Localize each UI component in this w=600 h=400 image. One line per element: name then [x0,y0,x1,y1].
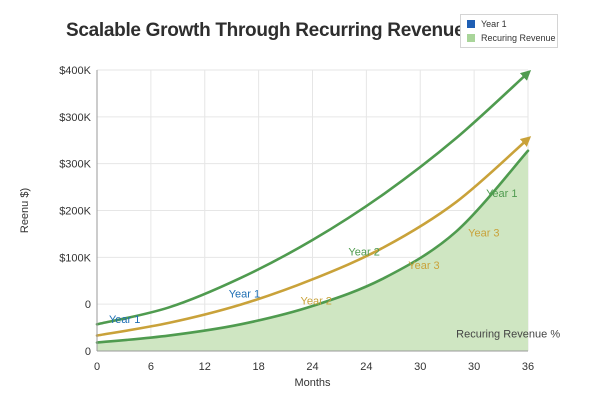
x-axis-title: Months [294,377,331,389]
series-line-1 [95,136,532,337]
chart-title: Scalable Growth Through Recurring Revenu… [66,20,465,41]
y-tick-label: $300K [59,112,91,124]
x-tick-label: 30 [414,361,426,373]
y-tick-label: $200K [59,206,91,218]
annotation-label: Year 3 [468,227,499,239]
x-tick-label: 24 [360,361,372,373]
x-tick-label: 6 [148,361,154,373]
x-tick-label: 18 [253,361,265,373]
y-tick-label: $300K [59,159,91,171]
annotation-label: Recuring Revenue % [456,329,560,341]
annotation-label: Year 2 [301,296,332,308]
x-tick-label: 30 [468,361,480,373]
chart-legend: Year 1 Recuring Revenue [460,14,558,48]
x-tick-label: 12 [199,361,211,373]
y-tick-label: 0 [85,346,91,358]
annotation-label: Year 3 [408,260,439,272]
y-tick-label: $100K [59,252,91,264]
annotation-label: Year 1 [109,314,140,326]
legend-swatch-year-1 [467,20,475,28]
annotation-label: Year 1 [229,289,260,301]
annotation-label: Year 2 [348,246,379,258]
x-tick-label: 36 [522,361,534,373]
legend-item-year-1: Year 1 [467,19,507,29]
y-tick-label: $400K [59,65,91,77]
y-tick-label: 0 [85,299,91,311]
legend-label-year-1: Year 1 [481,19,507,29]
series-line-2 [95,149,530,344]
legend-label-recurring-revenue: Recuring Revenue [481,33,556,43]
y-axis-title: Reenu $) [19,188,31,233]
legend-item-recurring-revenue: Recuring Revenue [467,33,556,43]
x-tick-label: 0 [94,361,100,373]
series-area-2 [97,150,528,351]
legend-swatch-recurring-revenue [467,34,475,42]
x-tick-label: 24 [306,361,318,373]
series-line-0 [95,70,532,326]
annotation-label: Year 1 [486,188,517,200]
